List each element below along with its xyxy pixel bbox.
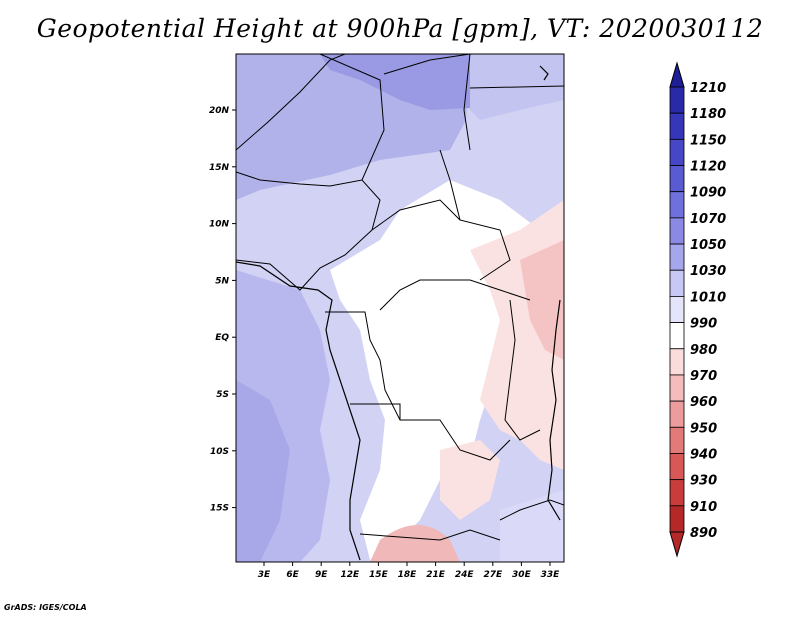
lat-label: 5N [215, 276, 229, 286]
field-kalahari-low [370, 525, 460, 562]
lon-label: 33E [541, 570, 561, 580]
border-libya [383, 54, 471, 151]
colorbar-box [669, 217, 685, 245]
border-nigeria [236, 229, 373, 291]
colorbar-label: 1090 [690, 186, 726, 201]
colorbar-label: 910 [690, 500, 717, 515]
field-higher-north [320, 54, 470, 110]
colorbar-label: 1050 [690, 238, 726, 253]
colorbar-box [669, 243, 685, 271]
borders [236, 54, 564, 541]
colorbar-box [669, 296, 685, 323]
border-niger-north [319, 54, 385, 181]
colorbar-label: 1030 [690, 264, 726, 279]
colorbar-box [669, 191, 685, 219]
border-car-north [371, 199, 461, 231]
colorbar-box [669, 453, 685, 481]
credit-text: GrADS: IGES/COLA [4, 603, 87, 612]
lat-label: 5S [216, 390, 229, 400]
field-east-lower [520, 240, 564, 360]
colorbar-label: 970 [690, 369, 717, 384]
colorbar-label: 930 [690, 474, 717, 489]
latitude-axis: 20N 15N 10N 5N EQ 5S 10S 15S [209, 106, 236, 514]
map-frame [235, 53, 565, 563]
colorbar-label: 960 [690, 395, 717, 410]
colorbar-label: 1210 [690, 81, 726, 96]
border-angola-north [350, 403, 401, 420]
border-chad-east [439, 149, 511, 281]
lon-label: 12E [340, 570, 360, 580]
colorbar-box [669, 165, 685, 193]
border-lakes [504, 299, 541, 441]
border-car-south [379, 279, 531, 311]
longitude-axis: 3E 6E 9E 12E 15E 18E 21E 24E 27E 30E 33E [258, 562, 560, 580]
border-egypt-sudan [469, 85, 564, 89]
colorbar-box [669, 269, 685, 297]
lat-label: EQ [215, 333, 229, 343]
border-namibia [359, 529, 501, 541]
colorbar-box [669, 505, 685, 533]
border-sahel [236, 171, 381, 231]
west-coastline [235, 261, 361, 561]
colorbar-label: 1180 [690, 107, 726, 122]
field-south-low [440, 440, 500, 520]
colorbar-label: 1010 [690, 290, 726, 305]
lon-label: 30E [512, 570, 532, 580]
border-drc-west [325, 311, 511, 461]
colorbar-box [669, 426, 685, 454]
colorbar-label: 990 [690, 317, 717, 332]
chart-title: Geopotential Height at 900hPa [gpm], VT:… [36, 14, 764, 43]
colorbar-label: 890 [690, 526, 717, 541]
coast-northeast [539, 65, 549, 81]
border-nw [236, 54, 346, 151]
colorbar-box [669, 322, 685, 350]
colorbar-box [669, 138, 685, 166]
lat-label: 15N [209, 163, 230, 173]
colorbar-box [669, 479, 685, 507]
colorbar-label: 940 [690, 447, 717, 462]
colorbar-box [669, 86, 685, 114]
colorbar-bottom-arrow [669, 531, 685, 558]
lat-label: 10S [210, 447, 229, 457]
colorbar-label: 1070 [690, 212, 726, 227]
colorbar: 1210 1180 1150 1120 1090 1070 1050 1030 1010 990 9… [669, 61, 726, 558]
colorbar-box [669, 374, 685, 402]
colorbar-top-arrow [669, 61, 685, 88]
field-southeast [500, 490, 564, 562]
colorbar-label: 950 [690, 421, 717, 436]
lat-label: 10N [209, 220, 230, 230]
lon-label: 6E [286, 570, 299, 580]
colorbar-box [669, 112, 685, 140]
height-field [236, 54, 564, 562]
colorbar-box [669, 348, 685, 376]
border-southeast [499, 499, 564, 521]
east-lake-coast [547, 299, 561, 521]
colorbar-box [669, 400, 685, 428]
lon-label: 27E [483, 570, 503, 580]
lon-label: 24E [455, 570, 475, 580]
lon-label: 15E [369, 570, 389, 580]
field-west-ocean-deep [236, 380, 290, 562]
lon-label: 3E [258, 570, 271, 580]
colorbar-label: 980 [690, 343, 717, 358]
colorbar-label: 1150 [690, 133, 726, 148]
lat-label: 20N [209, 106, 230, 116]
lon-label: 21E [426, 570, 446, 580]
colorbar-label: 1120 [690, 160, 726, 175]
lat-label: 15S [210, 504, 229, 514]
lon-label: 18E [398, 570, 418, 580]
lon-label: 9E [315, 570, 328, 580]
coastline [235, 65, 561, 561]
